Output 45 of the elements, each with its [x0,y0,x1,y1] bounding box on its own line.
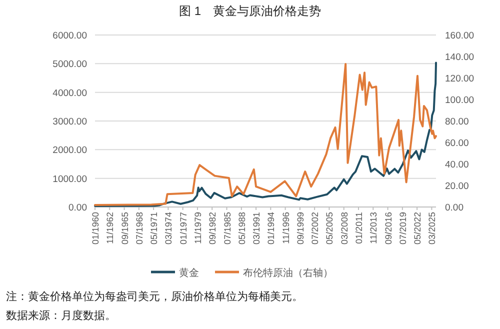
y2-tick-label: 80.00 [445,116,469,128]
x-tick-label: 03/1974 [164,212,174,245]
x-tick-label: 05/1971 [149,212,160,245]
x-tick-label: 09/1965 [120,212,130,245]
x-tick-label: 11/2013 [368,212,379,244]
x-tick-label: 07/1968 [134,212,144,245]
y2-tick-label: 20.00 [445,181,469,192]
y-tick-label: 3000.00 [52,116,87,128]
x-tick-label: 05/2005 [324,212,335,245]
y2-tick-label: 140.00 [445,52,474,63]
x-tick-label: 09/1982 [208,212,218,245]
y2-tick-label: 60.00 [445,138,469,149]
y2-tick-label: 160.00 [445,30,474,42]
x-tick-label: 07/1985 [222,212,232,245]
legend-label: 黄金 [179,267,199,279]
text: 注：黄金价格单位为每盎司美元，原油价格单位为每桶美元。 [6,290,303,303]
y-tick-label: 0.00 [68,202,87,214]
x-tick-label: 03/2025 [427,212,438,245]
y-tick-label: 5000.00 [52,59,87,70]
chart-title: 图 1 黄金与原油价格走势 [178,4,322,18]
x-tick-label: 03/2008 [339,212,350,245]
y-tick-label: 1000.00 [52,174,87,185]
y2-tick-label: 120.00 [445,74,474,84]
x-tick-label: 09/2016 [383,212,394,245]
x-tick-label: 05/1988 [236,212,247,245]
x-tick-label: 09/1999 [295,212,306,245]
y2-tick-label: 0.00 [445,202,464,214]
y-tick-label: 4000.00 [52,88,87,99]
y-tick-label: 2000.00 [52,145,87,156]
x-tick-label: 01/1960 [90,212,100,245]
y-tick-label: 6000.00 [52,30,87,42]
x-tick-label: 11/1979 [192,212,203,244]
x-tick-label: 03/1991 [252,212,262,245]
source-note: 数据来源：月度数据。 [6,309,116,322]
x-tick-label: 01/1994 [266,212,276,245]
x-tick-label: 01/1977 [178,212,188,245]
x-tick-label: 11/1962 [105,212,116,244]
x-tick-label: 07/2019 [398,212,408,245]
y2-tick-label: 40.00 [445,160,469,170]
legend-label: 布伦特原油（右轴） [243,267,333,279]
y2-tick-label: 100.00 [445,95,474,106]
x-tick-label: 07/2002 [310,212,320,245]
x-tick-label: 05/2022 [412,212,423,245]
x-tick-label: 01/2011 [354,212,364,244]
x-tick-label: 11/1996 [280,212,291,244]
